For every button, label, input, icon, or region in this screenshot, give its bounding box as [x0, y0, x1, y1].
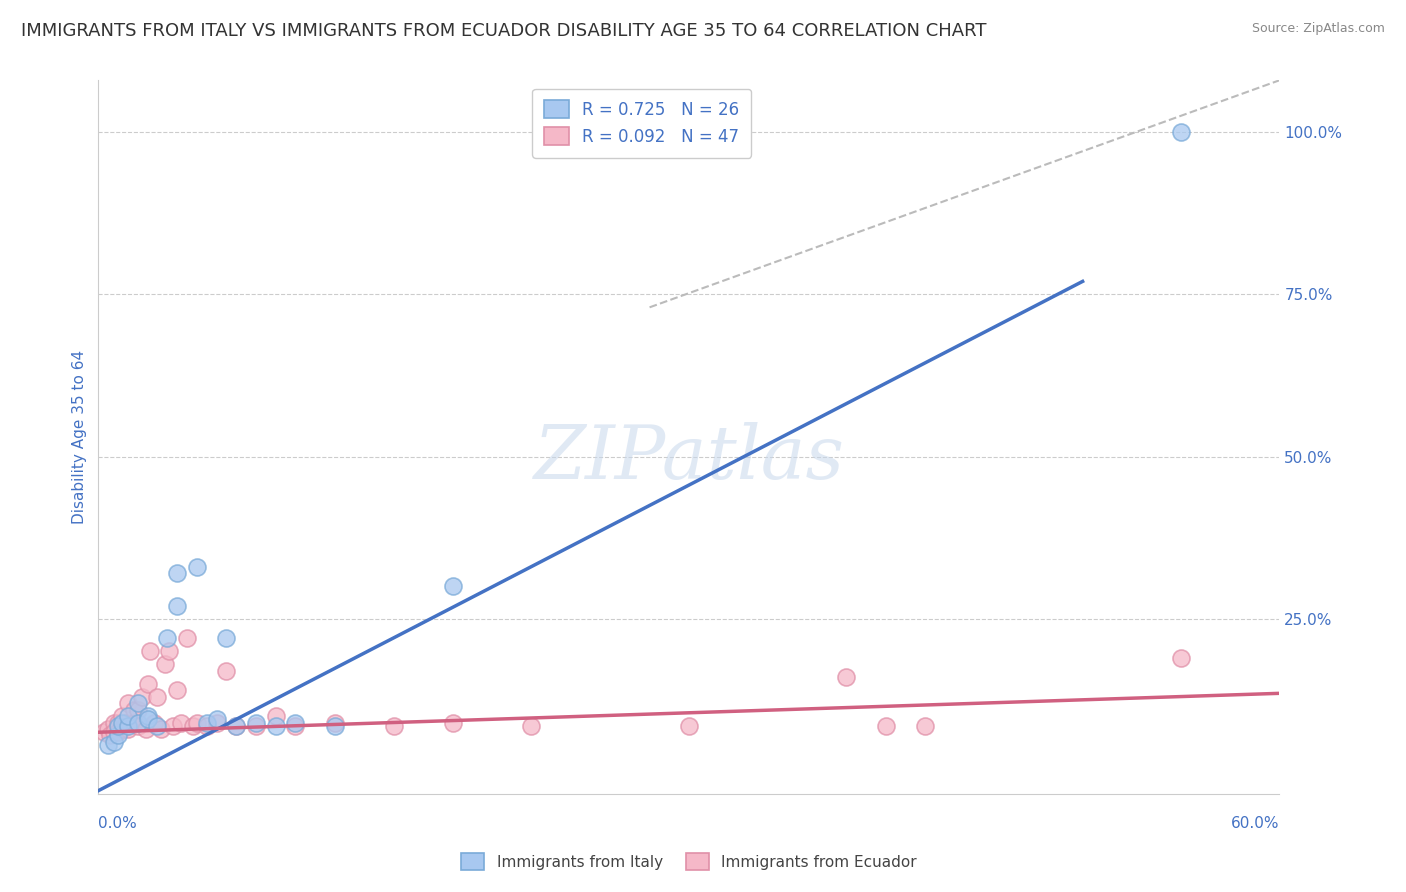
Point [150, 722, 173, 736]
Point [127, 696, 149, 710]
Point [97, 738, 120, 752]
Point [127, 702, 149, 716]
Point [186, 715, 208, 730]
Point [181, 719, 204, 733]
Y-axis label: Disability Age 35 to 64: Disability Age 35 to 64 [72, 350, 87, 524]
Point [117, 719, 139, 733]
Text: Source: ZipAtlas.com: Source: ZipAtlas.com [1251, 22, 1385, 36]
Point [98, 729, 121, 743]
Point [93, 725, 115, 739]
Point [111, 709, 134, 723]
Point [215, 664, 238, 678]
Point [225, 719, 247, 733]
Point [107, 725, 129, 739]
Point [205, 715, 228, 730]
Point [264, 709, 287, 723]
Point [122, 715, 145, 730]
Point [156, 631, 179, 645]
Point [146, 719, 169, 733]
Point [103, 735, 125, 749]
Point [135, 722, 157, 736]
Point [245, 715, 267, 730]
Point [323, 715, 346, 730]
Point [166, 566, 188, 581]
Point [441, 579, 464, 593]
Point [103, 715, 125, 730]
Point [146, 690, 169, 704]
Legend: Immigrants from Italy, Immigrants from Ecuador: Immigrants from Italy, Immigrants from E… [453, 844, 925, 879]
Text: IMMIGRANTS FROM ITALY VS IMMIGRANTS FROM ECUADOR DISABILITY AGE 35 TO 64 CORRELA: IMMIGRANTS FROM ITALY VS IMMIGRANTS FROM… [21, 22, 987, 40]
Point [1170, 125, 1192, 139]
Point [166, 683, 188, 698]
Point [97, 722, 120, 736]
Point [136, 712, 159, 726]
Point [186, 559, 208, 574]
Point [284, 715, 307, 730]
Point [195, 715, 218, 730]
Point [157, 644, 180, 658]
Point [162, 719, 184, 733]
Point [245, 719, 267, 733]
Text: ZIPatlas: ZIPatlas [533, 422, 845, 495]
Point [107, 715, 129, 730]
Point [215, 631, 238, 645]
Point [117, 696, 139, 710]
Point [136, 709, 159, 723]
Point [1170, 650, 1192, 665]
Point [115, 715, 138, 730]
Point [176, 631, 198, 645]
Point [284, 719, 307, 733]
Point [520, 719, 543, 733]
Point [678, 719, 700, 733]
Point [914, 719, 936, 733]
Point [127, 715, 149, 730]
Point [195, 719, 218, 733]
Point [107, 719, 129, 733]
Point [136, 676, 159, 690]
Point [225, 719, 247, 733]
Point [103, 725, 125, 739]
Point [205, 712, 228, 726]
Point [166, 599, 188, 613]
Point [835, 670, 858, 684]
Point [441, 715, 464, 730]
Point [127, 719, 149, 733]
Point [155, 657, 177, 672]
Point [107, 729, 129, 743]
Point [170, 715, 193, 730]
Point [111, 722, 134, 736]
Point [264, 719, 287, 733]
Point [131, 690, 153, 704]
Point [117, 722, 139, 736]
Point [117, 709, 139, 723]
Point [323, 719, 346, 733]
Point [111, 715, 134, 730]
Point [122, 702, 145, 716]
Text: 0.0%: 0.0% [98, 816, 138, 831]
Point [138, 644, 160, 658]
Point [382, 719, 405, 733]
Point [875, 719, 897, 733]
Point [142, 715, 165, 730]
Text: 60.0%: 60.0% [1232, 816, 1279, 831]
